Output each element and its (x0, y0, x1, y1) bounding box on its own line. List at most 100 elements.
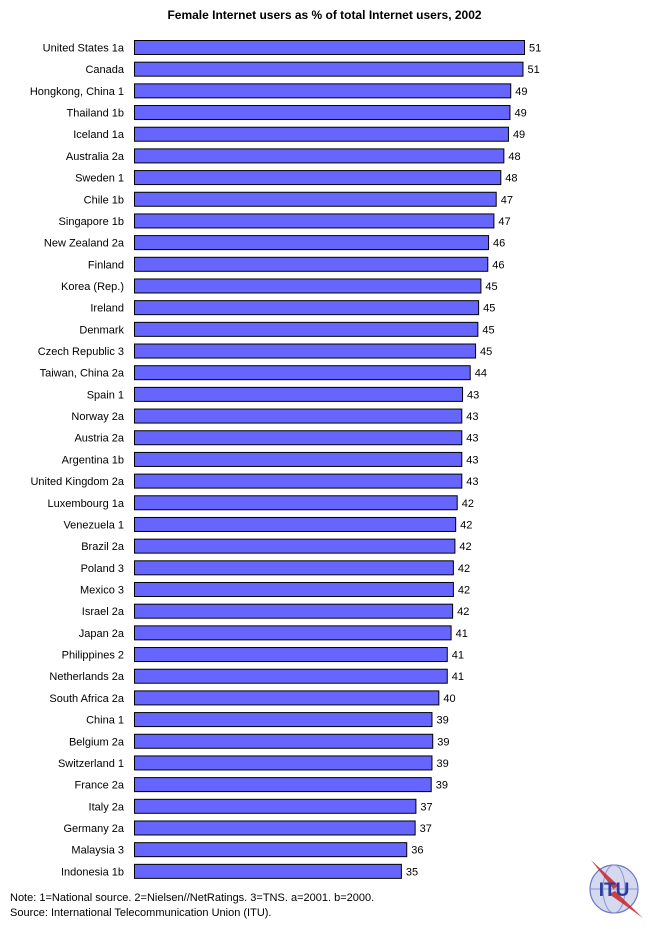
category-label: Chile 1b (84, 194, 124, 206)
value-label: 47 (498, 216, 510, 228)
category-label: Germany 2a (63, 823, 124, 835)
bar (134, 647, 448, 663)
value-label: 48 (508, 151, 520, 163)
source-note: Source: International Telecommunication … (10, 907, 272, 919)
bar (134, 235, 490, 251)
category-label: Hongkong, China 1 (30, 86, 124, 98)
bar (134, 148, 505, 164)
value-label: 51 (527, 64, 539, 76)
value-label: 43 (466, 454, 478, 466)
bar (134, 820, 416, 836)
bar (134, 386, 464, 402)
value-label: 41 (452, 650, 464, 662)
category-label: Austria 2a (74, 433, 124, 445)
category-label: Spain 1 (87, 389, 124, 401)
bar (134, 863, 402, 879)
category-label: Sweden 1 (75, 173, 124, 185)
value-label: 48 (505, 173, 517, 185)
category-label: Czech Republic 3 (38, 346, 124, 358)
value-label: 49 (513, 129, 525, 141)
category-label: Taiwan, China 2a (40, 368, 125, 380)
bar (134, 712, 433, 728)
category-label: Indonesia 1b (61, 866, 124, 878)
category-label: Malaysia 3 (71, 845, 124, 857)
category-label: Japan 2a (79, 628, 125, 640)
category-label: Mexico 3 (80, 585, 124, 597)
category-label: Luxembourg 1a (48, 498, 125, 510)
chart-title: Female Internet users as % of total Inte… (167, 8, 482, 22)
bar (134, 256, 489, 272)
bar (134, 495, 458, 511)
value-label: 51 (529, 43, 541, 55)
bar (134, 516, 457, 532)
bar (134, 126, 509, 142)
value-label: 41 (452, 671, 464, 683)
category-label: Denmark (79, 324, 124, 336)
value-label: 37 (420, 823, 432, 835)
bar (134, 473, 463, 489)
bar (134, 40, 525, 55)
logo-text: ITU (599, 880, 630, 901)
value-label: 49 (515, 86, 527, 98)
category-label: United States 1a (43, 43, 125, 55)
bar (134, 755, 433, 771)
value-label: 45 (482, 324, 494, 336)
category-label: United Kingdom 2a (30, 476, 124, 488)
bar (134, 300, 480, 316)
lightning-icon (591, 860, 643, 918)
category-label: Iceland 1a (73, 129, 125, 141)
category-label: Thailand 1b (67, 108, 125, 120)
category-label: New Zealand 2a (44, 238, 125, 250)
bar (134, 408, 463, 424)
value-label: 37 (420, 801, 432, 813)
value-label: 39 (436, 715, 448, 727)
value-label: 43 (466, 476, 478, 488)
bar (134, 582, 454, 597)
value-label: 43 (466, 411, 478, 423)
bar (134, 430, 463, 446)
bar (134, 83, 512, 99)
category-label: Italy 2a (89, 801, 125, 813)
category-label: Switzerland 1 (58, 758, 124, 770)
category-label: Norway 2a (71, 411, 124, 423)
value-label: 41 (456, 628, 468, 640)
bar (134, 278, 482, 294)
category-label: Brazil 2a (81, 541, 125, 553)
category-label: Canada (85, 64, 124, 76)
footnote: Note: 1=National source. 2=Nielsen//NetR… (10, 892, 375, 904)
value-label: 42 (460, 519, 472, 531)
value-label: 42 (462, 498, 474, 510)
bar (134, 213, 495, 229)
value-label: 45 (483, 303, 495, 315)
bar (134, 777, 432, 793)
value-label: 44 (475, 368, 487, 380)
bar (134, 668, 448, 684)
category-label: Korea (Rep.) (61, 281, 124, 293)
bar (134, 733, 434, 749)
value-label: 43 (467, 389, 479, 401)
value-label: 46 (493, 238, 505, 250)
category-label: France 2a (74, 780, 124, 792)
bar (134, 170, 502, 186)
bar (134, 625, 452, 641)
category-label: China 1 (86, 715, 124, 727)
value-label: 45 (485, 281, 497, 293)
bar (134, 343, 477, 359)
category-label: Finland (88, 259, 124, 271)
bar (134, 191, 497, 207)
value-label: 43 (466, 433, 478, 445)
bar (134, 603, 454, 619)
value-label: 42 (458, 563, 470, 575)
value-label: 45 (480, 346, 492, 358)
category-label: Belgium 2a (69, 736, 125, 748)
category-label: Australia 2a (66, 151, 125, 163)
category-label: Israel 2a (82, 606, 125, 618)
itu-logo: ITU (589, 860, 643, 918)
category-label: Poland 3 (81, 563, 124, 575)
category-label: Netherlands 2a (49, 671, 124, 683)
category-label: Philippines 2 (62, 650, 124, 662)
value-label: 39 (436, 758, 448, 770)
value-label: 42 (457, 606, 469, 618)
value-label: 47 (501, 194, 513, 206)
